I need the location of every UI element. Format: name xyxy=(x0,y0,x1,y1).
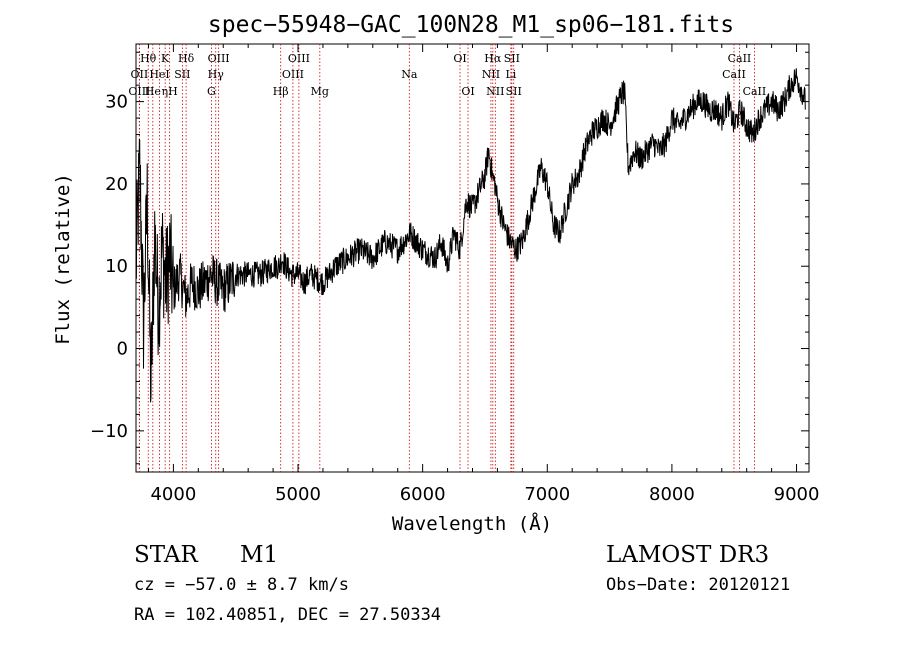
y-tick-label: 10 xyxy=(105,256,128,277)
object-subclass: M1 xyxy=(240,542,278,568)
observation-date: Obs−Date: 20120121 xyxy=(606,575,790,595)
y-tick-label: −10 xyxy=(90,421,128,442)
x-tick-label: 7000 xyxy=(524,484,570,505)
line-marker-label: Hδ xyxy=(178,52,195,65)
line-marker-label: NII xyxy=(486,85,504,98)
x-tick-label: 6000 xyxy=(400,484,446,505)
line-marker-label: Hγ xyxy=(208,68,225,81)
line-marker-label: OI xyxy=(461,85,474,98)
line-marker-label: G xyxy=(207,85,216,98)
object-class: STAR xyxy=(134,542,198,568)
spectrum-line xyxy=(135,68,806,403)
line-marker-label: SII xyxy=(174,68,190,81)
line-marker-label: CaII xyxy=(728,52,752,65)
chart-title: spec−55948−GAC_100N28_M1_sp06−181.fits xyxy=(208,12,734,38)
line-marker-label: OI xyxy=(453,52,466,65)
axis-ticks xyxy=(136,44,809,472)
y-tick-label: 0 xyxy=(117,339,128,360)
line-marker-label: K xyxy=(161,52,170,65)
line-marker-label: Hα xyxy=(484,52,502,65)
line-markers xyxy=(138,44,755,472)
x-tick-label: 4000 xyxy=(150,484,196,505)
line-marker-label: Li xyxy=(505,68,516,81)
y-tick-label: 30 xyxy=(105,92,128,113)
y-axis-label: Flux (relative) xyxy=(52,173,74,345)
line-marker-label: ηH xyxy=(162,85,178,98)
survey-name: LAMOST DR3 xyxy=(606,542,769,568)
x-tick-label: 5000 xyxy=(275,484,321,505)
line-marker-label: OIII xyxy=(282,68,304,81)
line-marker-label: Mg xyxy=(311,85,329,98)
line-marker-label: Na xyxy=(401,68,418,81)
line-marker-label: OIII xyxy=(288,52,310,65)
line-marker-label: SII xyxy=(504,52,520,65)
x-tick-label: 9000 xyxy=(774,484,820,505)
line-marker-label: OIII xyxy=(128,85,150,98)
line-marker-label: CaII xyxy=(743,85,767,98)
line-marker-label: NII xyxy=(482,68,500,81)
line-marker-label: He xyxy=(145,85,161,98)
line-marker-label: SII xyxy=(506,85,522,98)
axis-tick-labels: 4000 5000 6000 7000 8000 9000 −10 0 10 20 30 xyxy=(90,92,819,505)
line-marker-label: OII xyxy=(131,68,149,81)
line-marker-label: HeI xyxy=(149,68,169,81)
y-tick-label: 20 xyxy=(105,174,128,195)
line-marker-label: Hθ xyxy=(140,52,157,65)
line-marker-label: CaII xyxy=(722,68,746,81)
x-tick-label: 8000 xyxy=(649,484,695,505)
line-marker-label: Hβ xyxy=(273,85,289,98)
sky-coordinates: RA = 102.40851, DEC = 27.50334 xyxy=(134,605,441,625)
line-marker-label: OIII xyxy=(208,52,230,65)
x-axis-label: Wavelength (Å) xyxy=(392,512,552,535)
redshift-velocity: cz = −57.0 ± 8.7 km/s xyxy=(134,575,349,595)
